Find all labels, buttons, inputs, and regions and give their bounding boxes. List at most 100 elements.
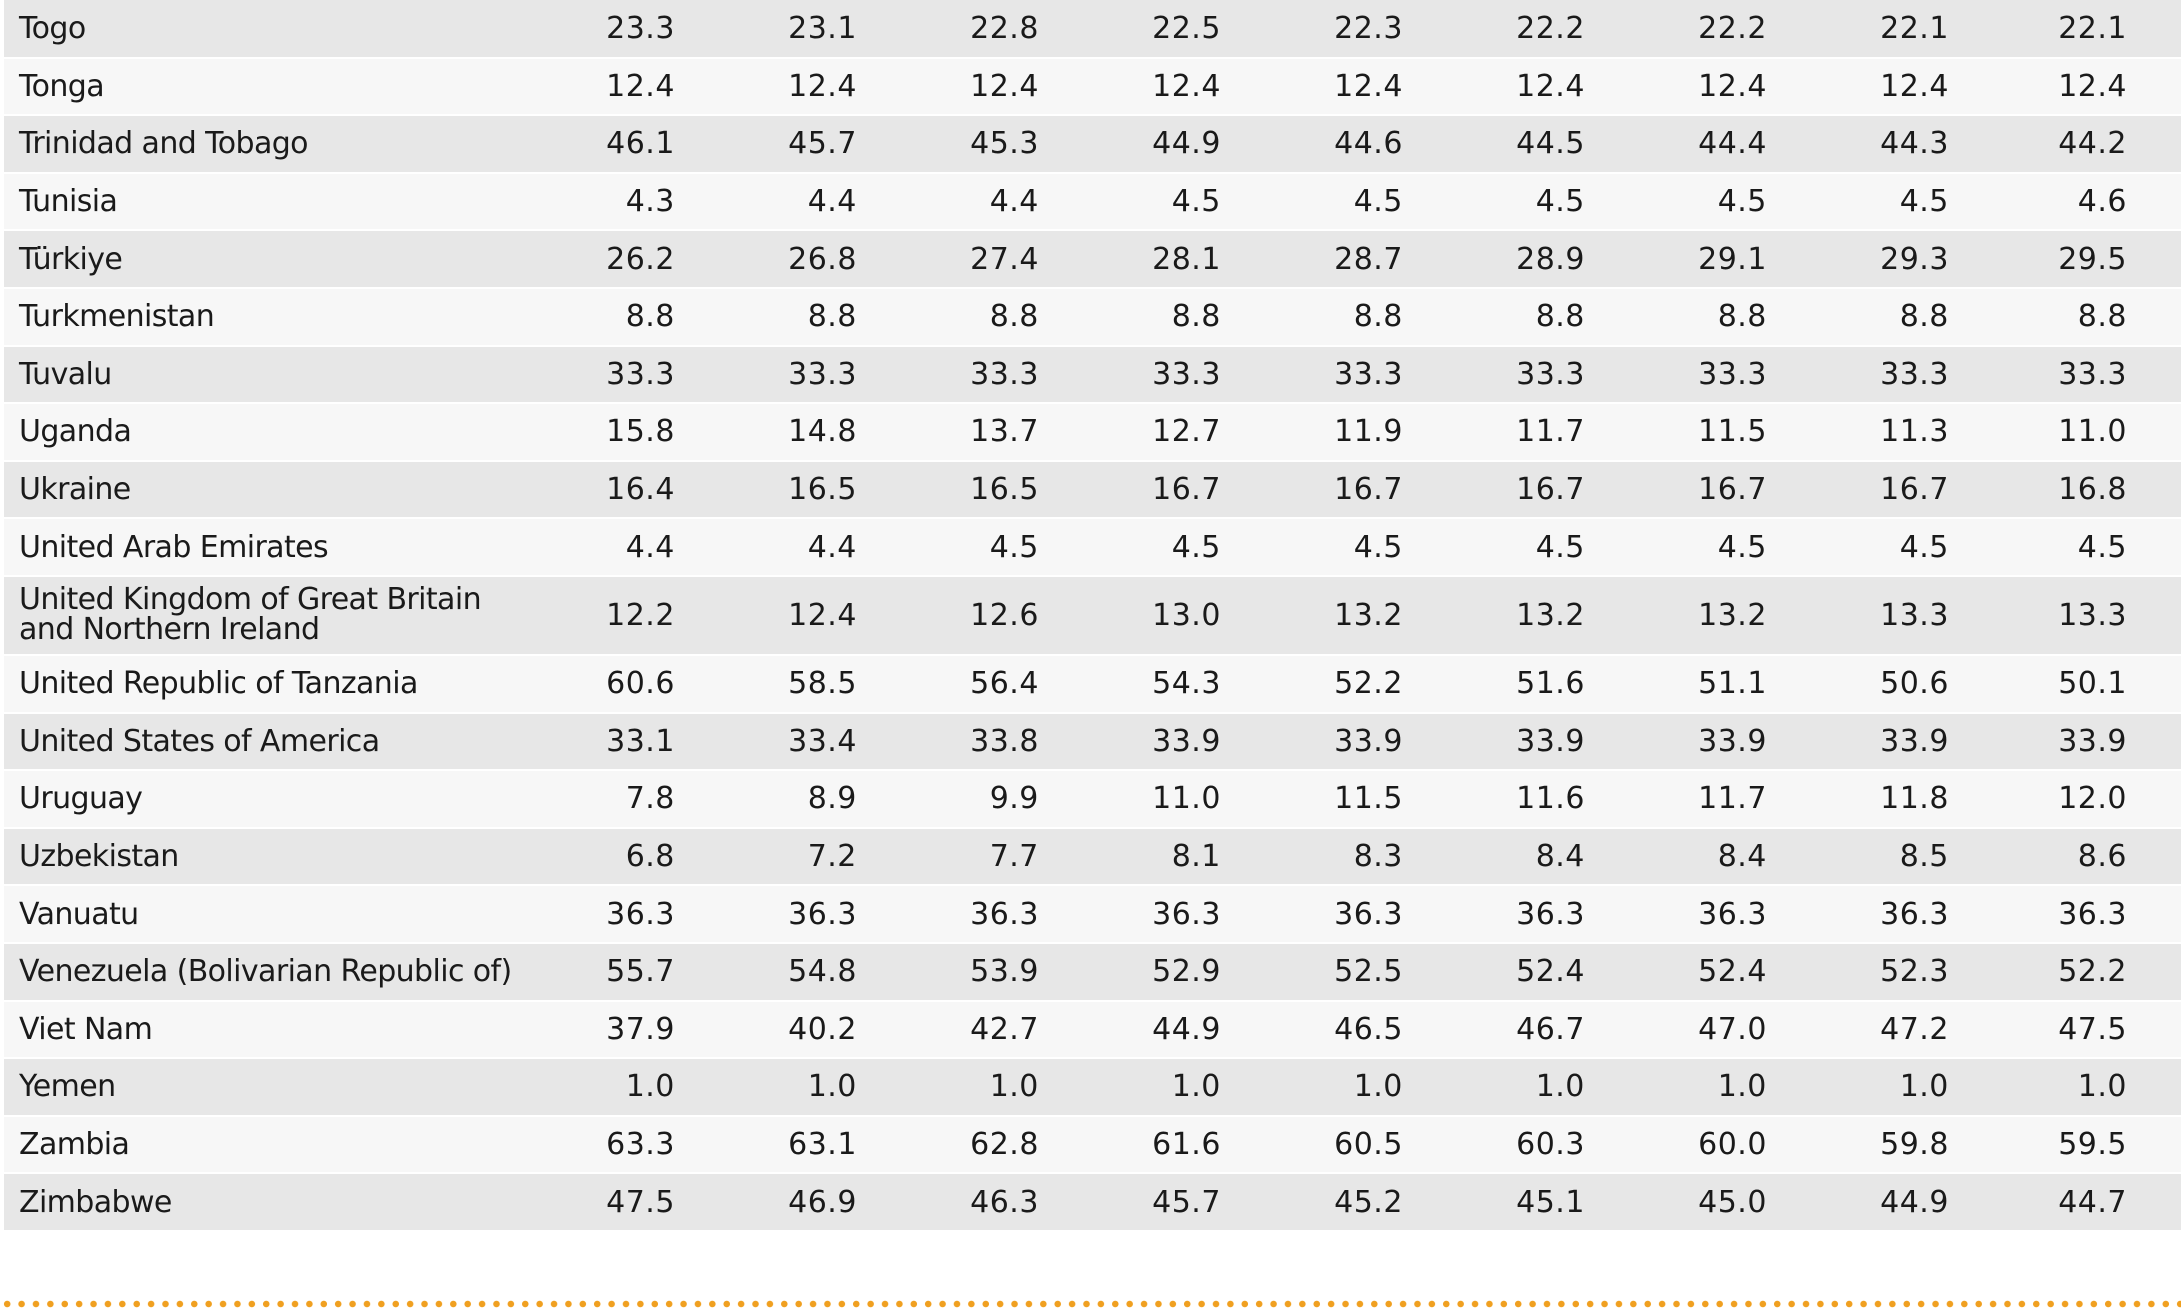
value-cell: 36.3 xyxy=(1998,885,2181,944)
value-cell: 50.6 xyxy=(1816,654,1999,714)
value-cell: 36.3 xyxy=(1634,885,1817,944)
value-cell: 63.3 xyxy=(542,1115,725,1175)
value-cell: 7.2 xyxy=(724,827,907,887)
country-cell: Tuvalu xyxy=(4,345,543,405)
value-cell: 1.0 xyxy=(906,1058,1089,1117)
table-row: Türkiye 26.2 26.8 27.4 28.1 28.7 28.9 29.1 29.3 2… xyxy=(4,230,2181,289)
value-cell: 44.9 xyxy=(1816,1173,1999,1232)
value-cell: 54.3 xyxy=(1088,654,1271,714)
value-cell: 47.0 xyxy=(1634,1000,1817,1060)
value-cell: 13.7 xyxy=(906,403,1089,462)
value-cell: 36.3 xyxy=(906,885,1089,944)
value-cell: 60.6 xyxy=(542,654,725,714)
value-cell: 51.6 xyxy=(1452,654,1635,714)
value-cell: 4.5 xyxy=(906,518,1089,577)
value-cell: 60.3 xyxy=(1452,1115,1635,1175)
country-cell: Tonga xyxy=(4,57,543,117)
value-cell: 12.4 xyxy=(724,57,907,117)
value-cell: 23.3 xyxy=(542,0,725,59)
value-cell: 45.7 xyxy=(724,115,907,174)
value-cell: 56.4 xyxy=(906,654,1089,714)
value-cell: 8.8 xyxy=(1634,287,1817,347)
value-cell: 11.7 xyxy=(1452,403,1635,462)
value-cell: 59.5 xyxy=(1998,1115,2181,1175)
value-cell: 51.1 xyxy=(1634,654,1817,714)
data-table: Togo 23.3 23.1 22.8 22.5 22.3 22.2 22.2 22.1 22.1… xyxy=(4,0,2181,1232)
value-cell: 44.6 xyxy=(1270,115,1453,174)
table-row: Togo 23.3 23.1 22.8 22.5 22.3 22.2 22.2 22.1 22.1 xyxy=(4,0,2181,59)
value-cell: 26.2 xyxy=(542,230,725,289)
value-cell: 27.4 xyxy=(906,230,1089,289)
value-cell: 36.3 xyxy=(1088,885,1271,944)
table-row: Vanuatu 36.3 36.3 36.3 36.3 36.3 36.3 36.3 36.3 3… xyxy=(4,885,2181,944)
value-cell: 33.3 xyxy=(1270,345,1453,405)
value-cell: 22.1 xyxy=(1816,0,1999,59)
table-row: United Republic of Tanzania 60.6 58.5 56.4 5… xyxy=(4,654,2181,714)
value-cell: 33.3 xyxy=(1816,345,1999,405)
value-cell: 12.4 xyxy=(1452,57,1635,117)
value-cell: 11.6 xyxy=(1452,770,1635,829)
value-cell: 12.4 xyxy=(724,575,907,656)
value-cell: 11.0 xyxy=(1998,403,2181,462)
value-cell: 22.2 xyxy=(1634,0,1817,59)
table-row: Tunisia 4.3 4.4 4.4 4.5 4.5 4.5 4.5 4.5 4.6 xyxy=(4,172,2181,232)
value-cell: 36.3 xyxy=(1270,885,1453,944)
value-cell: 11.7 xyxy=(1634,770,1817,829)
country-cell: United States of America xyxy=(4,712,543,772)
value-cell: 4.3 xyxy=(542,172,725,232)
value-cell: 4.5 xyxy=(1088,172,1271,232)
value-cell: 52.9 xyxy=(1088,942,1271,1002)
value-cell: 8.3 xyxy=(1270,827,1453,887)
value-cell: 29.1 xyxy=(1634,230,1817,289)
value-cell: 4.4 xyxy=(724,518,907,577)
value-cell: 15.8 xyxy=(542,403,725,462)
country-cell: United Republic of Tanzania xyxy=(4,654,543,714)
country-cell: United Arab Emirates xyxy=(4,518,543,577)
table-row: Uzbekistan 6.8 7.2 7.7 8.1 8.3 8.4 8.4 8.5 8.6 xyxy=(4,827,2181,887)
value-cell: 12.4 xyxy=(1634,57,1817,117)
value-cell: 8.8 xyxy=(542,287,725,347)
value-cell: 22.8 xyxy=(906,0,1089,59)
table-row: United Kingdom of Great Britain and Nort… xyxy=(4,575,2181,656)
value-cell: 46.3 xyxy=(906,1173,1089,1232)
value-cell: 12.4 xyxy=(1998,57,2181,117)
value-cell: 1.0 xyxy=(1270,1058,1453,1117)
value-cell: 4.5 xyxy=(1816,172,1999,232)
table-body: Togo 23.3 23.1 22.8 22.5 22.3 22.2 22.2 22.1 22.1… xyxy=(4,0,2181,1232)
value-cell: 47.5 xyxy=(1998,1000,2181,1060)
value-cell: 12.4 xyxy=(1816,57,1999,117)
value-cell: 1.0 xyxy=(1634,1058,1817,1117)
value-cell: 33.3 xyxy=(724,345,907,405)
value-cell: 59.8 xyxy=(1816,1115,1999,1175)
value-cell: 52.4 xyxy=(1452,942,1635,1002)
value-cell: 29.5 xyxy=(1998,230,2181,289)
value-cell: 47.2 xyxy=(1816,1000,1999,1060)
table-row: Trinidad and Tobago 46.1 45.7 45.3 44.9 44.6 4… xyxy=(4,115,2181,174)
value-cell: 13.3 xyxy=(1998,575,2181,656)
value-cell: 36.3 xyxy=(542,885,725,944)
value-cell: 12.6 xyxy=(906,575,1089,656)
value-cell: 12.4 xyxy=(542,57,725,117)
value-cell: 33.9 xyxy=(1088,712,1271,772)
value-cell: 1.0 xyxy=(1452,1058,1635,1117)
value-cell: 4.5 xyxy=(1634,172,1817,232)
value-cell: 61.6 xyxy=(1088,1115,1271,1175)
value-cell: 28.1 xyxy=(1088,230,1271,289)
value-cell: 53.9 xyxy=(906,942,1089,1002)
value-cell: 4.5 xyxy=(1452,518,1635,577)
value-cell: 11.5 xyxy=(1634,403,1817,462)
value-cell: 28.9 xyxy=(1452,230,1635,289)
value-cell: 16.7 xyxy=(1634,460,1817,520)
value-cell: 14.8 xyxy=(724,403,907,462)
value-cell: 45.3 xyxy=(906,115,1089,174)
table-row: Ukraine 16.4 16.5 16.5 16.7 16.7 16.7 16.7 16.7 1… xyxy=(4,460,2181,520)
value-cell: 1.0 xyxy=(542,1058,725,1117)
country-cell: Viet Nam xyxy=(4,1000,543,1060)
value-cell: 33.3 xyxy=(1452,345,1635,405)
value-cell: 46.5 xyxy=(1270,1000,1453,1060)
value-cell: 8.8 xyxy=(1088,287,1271,347)
value-cell: 44.5 xyxy=(1452,115,1635,174)
value-cell: 12.4 xyxy=(1270,57,1453,117)
value-cell: 33.3 xyxy=(1998,345,2181,405)
value-cell: 16.7 xyxy=(1816,460,1999,520)
